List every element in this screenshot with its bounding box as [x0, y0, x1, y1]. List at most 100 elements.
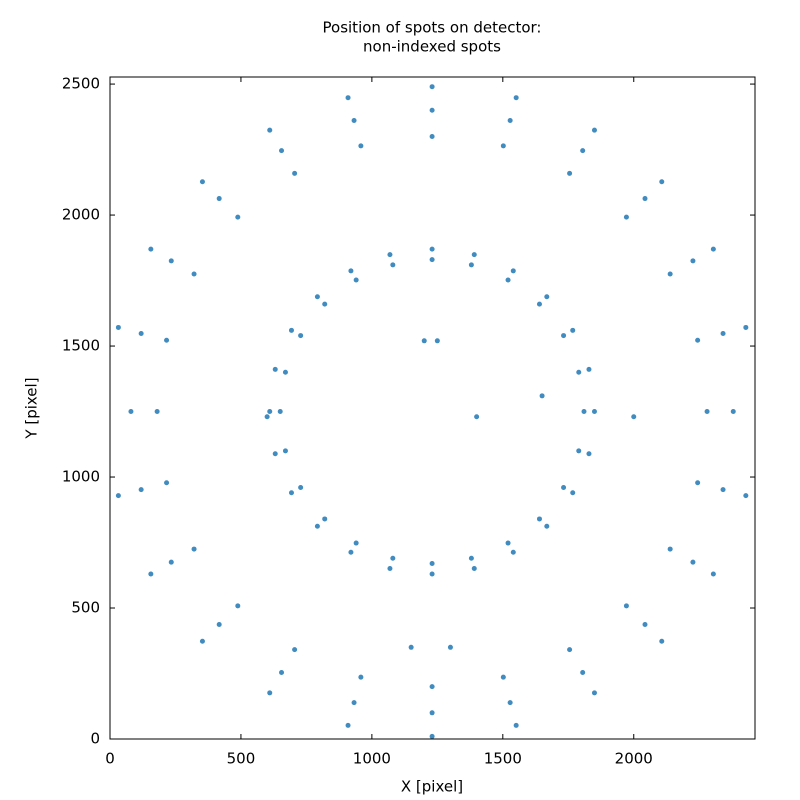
spot — [351, 700, 357, 706]
spot — [591, 127, 597, 133]
spot — [576, 448, 582, 454]
spot — [730, 409, 736, 415]
spot — [544, 294, 550, 300]
spot — [567, 170, 573, 176]
spot — [720, 487, 726, 493]
spot — [743, 493, 749, 499]
spot — [387, 565, 393, 571]
spot — [623, 214, 629, 220]
spot — [539, 393, 545, 399]
spot — [429, 246, 435, 252]
spot — [642, 622, 648, 628]
spot — [429, 84, 435, 90]
spot — [282, 448, 288, 454]
spot — [353, 277, 359, 283]
spot — [659, 179, 665, 185]
spot — [267, 409, 273, 415]
spot — [581, 409, 587, 415]
spot — [138, 487, 144, 493]
spot — [500, 674, 506, 680]
spot — [351, 117, 357, 123]
spot — [561, 485, 567, 491]
y-tick-label: 2500 — [62, 75, 100, 93]
chart-subtitle: non-indexed spots — [363, 38, 501, 56]
spot — [148, 571, 154, 577]
spot — [586, 451, 592, 457]
spot — [235, 214, 241, 220]
spot — [513, 95, 519, 101]
spot — [505, 540, 511, 546]
spot — [468, 555, 474, 561]
spot — [282, 369, 288, 375]
spot — [642, 196, 648, 202]
spot — [288, 490, 294, 496]
spot — [429, 571, 435, 577]
spot — [314, 523, 320, 529]
x-tick-label: 500 — [227, 750, 256, 768]
spot — [471, 565, 477, 571]
spot — [199, 638, 205, 644]
spot — [314, 294, 320, 300]
spot — [580, 669, 586, 675]
spot — [345, 95, 351, 101]
spot — [743, 324, 749, 330]
spot — [695, 480, 701, 486]
spot — [264, 414, 270, 420]
spot — [168, 559, 174, 565]
chart-title: Position of spots on detector: — [323, 19, 542, 37]
spot — [390, 262, 396, 268]
y-tick-label: 1500 — [62, 337, 100, 355]
spot — [348, 268, 354, 274]
spot — [695, 337, 701, 343]
spot — [513, 722, 519, 728]
spot — [298, 333, 304, 339]
spot — [667, 546, 673, 552]
spot — [322, 516, 328, 522]
spot — [199, 179, 205, 185]
x-axis-label: X [pixel] — [401, 778, 463, 796]
spot — [500, 143, 506, 149]
spot — [429, 684, 435, 690]
spot — [358, 674, 364, 680]
spot — [216, 196, 222, 202]
spot — [138, 330, 144, 336]
spot — [288, 327, 294, 333]
spot — [576, 369, 582, 375]
spot — [148, 246, 154, 252]
spot — [235, 603, 241, 609]
spot — [164, 480, 170, 486]
spot — [353, 540, 359, 546]
spot — [474, 414, 480, 420]
spot — [267, 127, 273, 133]
spot — [421, 338, 427, 344]
spot — [277, 409, 283, 415]
spot — [471, 252, 477, 258]
spot — [720, 330, 726, 336]
spot — [507, 117, 513, 123]
spot — [164, 337, 170, 343]
plot-frame — [109, 76, 756, 740]
spot — [279, 148, 285, 154]
spot — [510, 549, 516, 555]
spot — [128, 409, 134, 415]
y-tick-label: 1000 — [62, 468, 100, 486]
spot — [345, 722, 351, 728]
spot — [704, 409, 710, 415]
spot — [115, 493, 121, 499]
spot — [690, 559, 696, 565]
spot — [267, 690, 273, 696]
x-tick-label: 1000 — [353, 750, 391, 768]
spot — [191, 546, 197, 552]
spot — [322, 301, 328, 307]
spot — [468, 262, 474, 268]
spot — [710, 571, 716, 577]
spot — [690, 258, 696, 264]
spot — [505, 277, 511, 283]
spot — [710, 246, 716, 252]
spot — [216, 622, 222, 628]
spot — [659, 638, 665, 644]
spot — [387, 252, 393, 258]
spot — [570, 490, 576, 496]
